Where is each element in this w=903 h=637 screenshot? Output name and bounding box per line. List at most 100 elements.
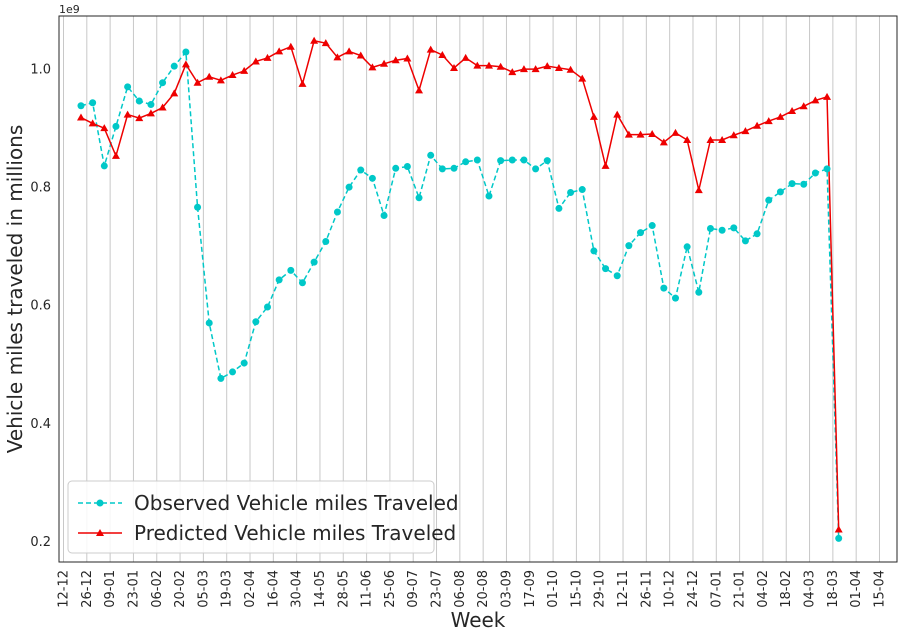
predicted-point: [566, 65, 575, 73]
observed-point: [765, 196, 773, 204]
predicted-point: [613, 110, 622, 118]
observed-point: [683, 243, 691, 251]
x-tick-label: 05-03: [196, 570, 211, 608]
predicted-point: [240, 66, 249, 74]
series-layer: [76, 36, 843, 542]
observed-point: [427, 151, 435, 159]
predicted-point: [356, 51, 365, 59]
x-tick-label: 23-01: [126, 570, 141, 608]
predicted-point: [729, 131, 738, 139]
y-axis-label: Vehicle miles traveled in millions: [3, 125, 27, 454]
observed-point: [380, 212, 388, 220]
predicted-point: [519, 65, 528, 73]
predicted-point: [438, 50, 447, 58]
predicted-point: [368, 63, 377, 71]
observed-point: [124, 83, 132, 91]
observed-point: [473, 156, 481, 164]
predicted-point: [694, 186, 703, 194]
grid-lines: [63, 16, 880, 562]
observed-point: [275, 276, 283, 284]
predicted-point: [718, 135, 727, 143]
observed-point: [345, 183, 353, 191]
observed-point: [263, 303, 271, 311]
observed-point: [741, 237, 749, 245]
observed-point: [77, 102, 85, 110]
observed-point: [811, 169, 819, 177]
x-tick-label: 01-10: [546, 570, 561, 608]
x-axis-label: Week: [451, 608, 506, 632]
predicted-point: [706, 135, 715, 143]
observed-point: [706, 224, 714, 232]
predicted-point: [578, 74, 587, 82]
observed-point: [520, 156, 528, 164]
predicted-point: [181, 60, 190, 68]
x-tick-label: 29-10: [593, 570, 608, 608]
x-tick-label: 16-04: [266, 570, 281, 608]
predicted-point: [321, 39, 330, 47]
observed-point: [835, 534, 843, 542]
x-tick-label: 20-08: [476, 570, 491, 608]
observed-point: [357, 166, 365, 174]
x-tick-label: 01-04: [849, 570, 864, 608]
observed-point: [788, 180, 796, 188]
x-tick-label: 12-12: [57, 570, 72, 608]
x-tick-label: 23-07: [430, 570, 445, 608]
predicted-point: [88, 119, 97, 127]
x-tick-label: 04-02: [756, 570, 771, 608]
observed-point: [823, 165, 831, 173]
observed-point: [450, 164, 458, 172]
observed-point: [590, 247, 598, 255]
predicted-point: [543, 62, 552, 70]
observed-point: [182, 48, 190, 56]
predicted-point: [799, 102, 808, 110]
x-tick-label: 06-02: [150, 570, 165, 608]
observed-point: [159, 79, 167, 87]
predicted-point: [286, 42, 295, 50]
y-tick-label: 0.4: [30, 417, 51, 432]
predicted-point: [216, 76, 225, 84]
x-tick-label: 26-11: [639, 570, 654, 608]
observed-point: [637, 229, 645, 237]
observed-point: [578, 186, 586, 194]
observed-point: [240, 359, 248, 367]
legend-box: [67, 480, 435, 554]
x-tick-label: 18-03: [826, 570, 841, 608]
x-tick-label: 25-06: [383, 570, 398, 608]
observed-point: [660, 284, 668, 292]
predicted-point: [461, 53, 470, 61]
observed-point: [776, 188, 784, 196]
observed-point: [112, 122, 120, 130]
x-tick-label: 19-03: [220, 570, 235, 608]
observed-point: [497, 157, 505, 165]
predicted-point: [228, 71, 237, 79]
observed-point: [392, 164, 400, 172]
observed-point: [403, 163, 411, 171]
observed-point: [543, 157, 551, 165]
predicted-point: [380, 59, 389, 67]
predicted-point: [601, 161, 610, 169]
predicted-point: [415, 86, 424, 94]
y-tick-label: 0.6: [30, 299, 51, 314]
predicted-point: [298, 79, 307, 87]
x-tick-label: 12-11: [616, 570, 631, 608]
predicted-point: [636, 130, 645, 138]
observed-point: [567, 188, 575, 196]
predicted-point: [403, 54, 412, 62]
predicted-point: [554, 63, 563, 71]
legend: Observed Vehicle miles Traveled Predicte…: [67, 480, 459, 554]
x-tick-label: 09-01: [103, 570, 118, 608]
observed-point: [217, 374, 225, 382]
observed-point: [508, 156, 516, 164]
predicted-point: [146, 109, 155, 117]
observed-point: [194, 203, 202, 211]
observed-point: [648, 222, 656, 230]
predicted-point: [823, 92, 832, 100]
legend-predicted-label: Predicted Vehicle miles Traveled: [134, 521, 456, 545]
observed-point: [287, 266, 295, 274]
observed-point: [602, 265, 610, 273]
observed-point: [555, 204, 563, 212]
x-tick-label: 30-04: [290, 570, 305, 608]
predicted-point: [333, 53, 342, 61]
predicted-point: [659, 138, 668, 146]
predicted-point: [624, 130, 633, 138]
